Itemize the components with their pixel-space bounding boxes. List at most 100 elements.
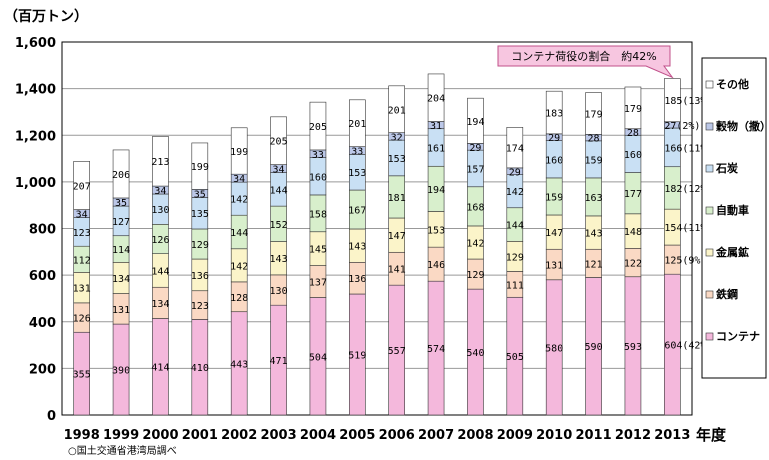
data-label: 590: [585, 342, 603, 353]
x-tick-label: 2006: [379, 428, 415, 443]
data-label: 159: [545, 192, 563, 203]
x-tick-label: 2012: [615, 428, 651, 443]
data-label: 114: [112, 245, 130, 256]
bar-segment: [309, 101, 327, 151]
data-label: 130: [151, 205, 169, 216]
data-label: 135: [191, 209, 209, 220]
legend-swatch: [705, 80, 714, 89]
y-tick-label: 800: [29, 223, 56, 238]
data-label: 143: [585, 229, 603, 240]
data-label: 580: [545, 343, 563, 354]
data-label: 29: [509, 167, 521, 178]
legend-swatch: [705, 206, 714, 215]
legend-label: その他: [716, 77, 749, 91]
data-label: 194: [466, 117, 484, 128]
data-label: 161: [427, 143, 445, 154]
data-label: 123: [191, 301, 209, 312]
data-label: 147: [388, 231, 406, 242]
x-tick-label: 1998: [64, 428, 100, 443]
data-label: 207: [73, 181, 91, 192]
data-label: 142: [506, 187, 524, 198]
x-tick-label: 2010: [536, 428, 572, 443]
y-tick-label: 200: [29, 362, 56, 377]
data-label: 182(12%): [664, 184, 712, 195]
x-tick-label: 2002: [221, 428, 257, 443]
bar-segment: [191, 142, 209, 190]
data-label: 144: [230, 228, 248, 239]
bar-segment: [349, 99, 366, 147]
data-label: 126: [73, 314, 91, 325]
data-label: 31: [430, 121, 442, 132]
legend: [701, 57, 767, 379]
x-tick-label: 2003: [260, 428, 296, 443]
data-label: 131: [73, 284, 91, 295]
data-label: 143: [348, 242, 366, 253]
data-label: 168: [466, 202, 484, 213]
data-label: 111: [506, 280, 524, 291]
legend-label: 穀物（撒）: [716, 119, 769, 133]
legend-label: コンテナ: [716, 330, 760, 343]
bar-segment: [467, 97, 484, 144]
data-label: 126: [151, 235, 169, 246]
x-tick-label: 2009: [497, 428, 533, 443]
x-tick-label: 1999: [103, 428, 139, 443]
bar-segment: [585, 92, 602, 135]
bar-segment: [112, 149, 130, 199]
data-label: 128: [230, 293, 248, 304]
legend-label: 自動車: [716, 203, 749, 217]
data-label: 158: [309, 209, 327, 220]
legend-swatch: [705, 122, 714, 131]
data-label: 174: [506, 144, 524, 155]
legend-label: 石炭: [715, 161, 738, 175]
data-label: 199: [191, 162, 209, 173]
data-label: 131: [112, 305, 130, 316]
legend-swatch: [705, 164, 714, 173]
data-label: 125(9%): [664, 256, 706, 267]
data-label: 146: [427, 260, 445, 271]
bar-segment: [73, 161, 90, 210]
data-label: 142: [466, 238, 484, 249]
data-label: 130: [270, 286, 288, 297]
data-label: 129: [191, 240, 209, 251]
legend-swatch: [705, 290, 714, 299]
data-label: 144: [270, 185, 288, 196]
plot-area: [61, 41, 693, 416]
callout-bubble: [497, 45, 674, 79]
data-label: 33: [351, 147, 363, 158]
data-label: 27(2%): [664, 121, 700, 132]
y-tick-label: 0: [47, 409, 56, 424]
legend-swatch: [705, 248, 714, 257]
data-label: 144: [151, 266, 169, 277]
data-label: 28: [588, 134, 600, 145]
y-tick-label: 600: [29, 269, 56, 284]
data-label: 35: [194, 189, 206, 200]
data-label: 410: [191, 363, 209, 374]
data-label: 160: [624, 150, 642, 161]
y-tick-label: 1,200: [15, 129, 56, 144]
data-label: 505: [506, 352, 524, 363]
data-label: 129: [466, 270, 484, 281]
data-label: 148: [624, 227, 642, 238]
data-label: 167: [348, 206, 366, 217]
data-label: 29: [548, 133, 560, 144]
data-label: 163: [585, 193, 603, 204]
data-label: 143: [270, 254, 288, 265]
data-label: 160: [545, 155, 563, 166]
legend-label: 金属鉱: [715, 245, 749, 259]
x-tick-label: 2005: [339, 428, 375, 443]
data-label: 137: [309, 278, 327, 289]
data-label: 166(11%): [664, 143, 712, 154]
data-label: 355: [73, 370, 91, 381]
x-tick-label: 2004: [300, 428, 336, 443]
x-tick-label: 2011: [575, 428, 611, 443]
bar-segment: [230, 127, 248, 175]
x-tick-label: 2008: [457, 428, 493, 443]
data-label: 183: [545, 109, 563, 120]
y-tick-label: 400: [29, 316, 56, 331]
data-label: 153: [388, 154, 406, 165]
bar-segment: [624, 86, 642, 130]
x-tick-label: 2000: [142, 428, 178, 443]
y-unit-label: （百万トン）: [4, 9, 88, 25]
data-label: 205: [270, 137, 288, 148]
data-label: 129: [506, 252, 524, 263]
